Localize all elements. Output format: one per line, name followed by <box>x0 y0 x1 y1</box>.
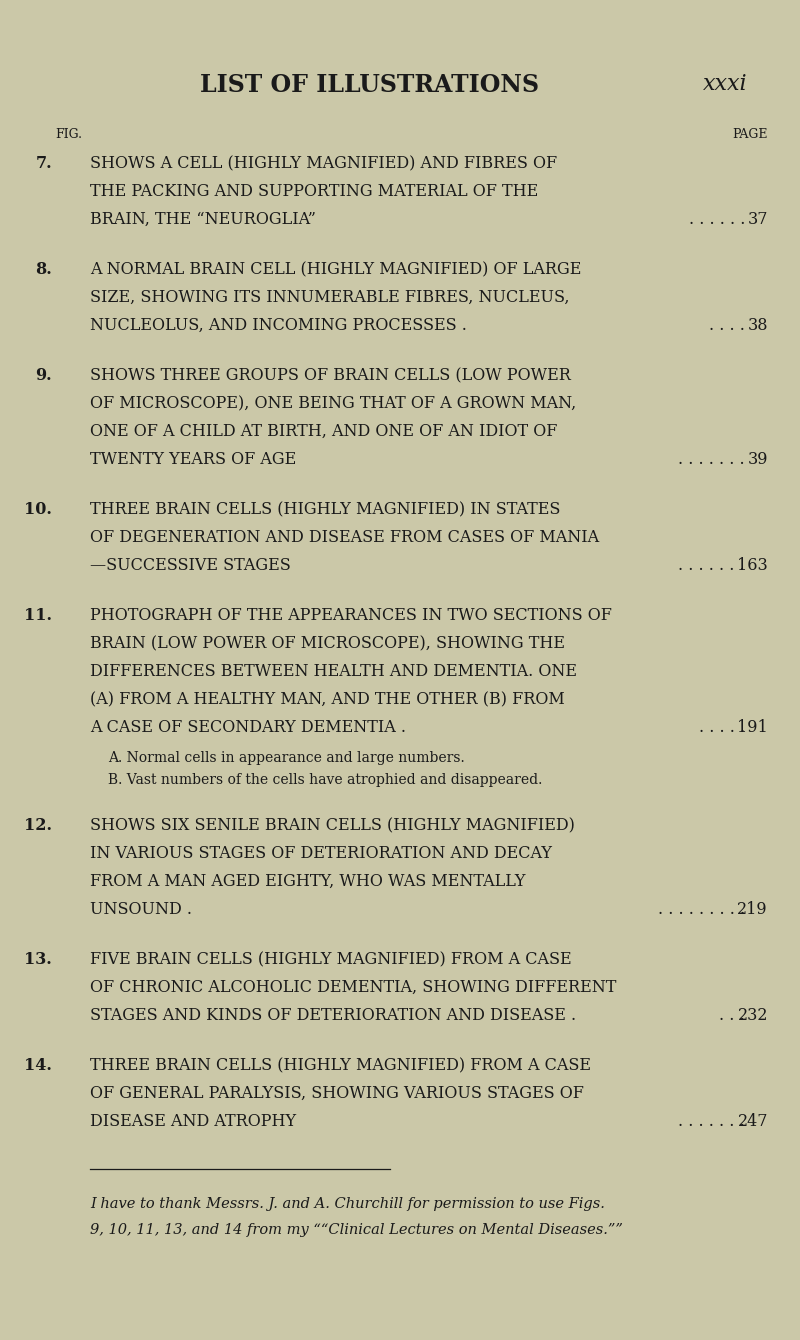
Text: ONE OF A CHILD AT BIRTH, AND ONE OF AN IDIOT OF: ONE OF A CHILD AT BIRTH, AND ONE OF AN I… <box>90 423 558 440</box>
Text: . . . .: . . . . <box>709 318 745 334</box>
Text: LIST OF ILLUSTRATIONS: LIST OF ILLUSTRATIONS <box>201 72 539 96</box>
Text: 38: 38 <box>747 318 768 334</box>
Text: NUCLEOLUS, AND INCOMING PROCESSES .: NUCLEOLUS, AND INCOMING PROCESSES . <box>90 318 467 334</box>
Text: SHOWS A CELL (HIGHLY MAGNIFIED) AND FIBRES OF: SHOWS A CELL (HIGHLY MAGNIFIED) AND FIBR… <box>90 155 557 172</box>
Text: 10.: 10. <box>24 501 52 519</box>
Text: A. Normal cells in appearance and large numbers.: A. Normal cells in appearance and large … <box>108 750 465 765</box>
Text: —SUCCESSIVE STAGES: —SUCCESSIVE STAGES <box>90 557 290 574</box>
Text: FROM A MAN AGED EIGHTY, WHO WAS MENTALLY: FROM A MAN AGED EIGHTY, WHO WAS MENTALLY <box>90 872 526 890</box>
Text: A NORMAL BRAIN CELL (HIGHLY MAGNIFIED) OF LARGE: A NORMAL BRAIN CELL (HIGHLY MAGNIFIED) O… <box>90 261 582 277</box>
Text: DISEASE AND ATROPHY: DISEASE AND ATROPHY <box>90 1114 296 1130</box>
Text: OF MICROSCOPE), ONE BEING THAT OF A GROWN MAN,: OF MICROSCOPE), ONE BEING THAT OF A GROW… <box>90 395 576 411</box>
Text: 13.: 13. <box>24 951 52 967</box>
Text: . . . . . . . . .: . . . . . . . . . <box>658 900 745 918</box>
Text: 12.: 12. <box>24 817 52 833</box>
Text: FIVE BRAIN CELLS (HIGHLY MAGNIFIED) FROM A CASE: FIVE BRAIN CELLS (HIGHLY MAGNIFIED) FROM… <box>90 951 572 967</box>
Text: THE PACKING AND SUPPORTING MATERIAL OF THE: THE PACKING AND SUPPORTING MATERIAL OF T… <box>90 184 538 200</box>
Text: 14.: 14. <box>24 1057 52 1073</box>
Text: SHOWS SIX SENILE BRAIN CELLS (HIGHLY MAGNIFIED): SHOWS SIX SENILE BRAIN CELLS (HIGHLY MAG… <box>90 817 575 833</box>
Text: (A) FROM A HEALTHY MAN, AND THE OTHER (B) FROM: (A) FROM A HEALTHY MAN, AND THE OTHER (B… <box>90 691 565 708</box>
Text: . . . . . . .: . . . . . . . <box>678 557 745 574</box>
Text: OF DEGENERATION AND DISEASE FROM CASES OF MANIA: OF DEGENERATION AND DISEASE FROM CASES O… <box>90 529 599 545</box>
Text: . . . . . . .: . . . . . . . <box>678 1114 745 1130</box>
Text: 9.: 9. <box>35 367 52 385</box>
Text: STAGES AND KINDS OF DETERIORATION AND DISEASE .: STAGES AND KINDS OF DETERIORATION AND DI… <box>90 1006 576 1024</box>
Text: I have to thank Messrs. J. and A. Churchill for permission to use Figs.: I have to thank Messrs. J. and A. Church… <box>90 1197 605 1211</box>
Text: PHOTOGRAPH OF THE APPEARANCES IN TWO SECTIONS OF: PHOTOGRAPH OF THE APPEARANCES IN TWO SEC… <box>90 607 612 624</box>
Text: IN VARIOUS STAGES OF DETERIORATION AND DECAY: IN VARIOUS STAGES OF DETERIORATION AND D… <box>90 846 552 862</box>
Text: 7.: 7. <box>35 155 52 172</box>
Text: SHOWS THREE GROUPS OF BRAIN CELLS (LOW POWER: SHOWS THREE GROUPS OF BRAIN CELLS (LOW P… <box>90 367 571 385</box>
Text: 191: 191 <box>738 720 768 736</box>
Text: 8.: 8. <box>35 261 52 277</box>
Text: DIFFERENCES BETWEEN HEALTH AND DEMENTIA. ONE: DIFFERENCES BETWEEN HEALTH AND DEMENTIA.… <box>90 663 577 679</box>
Text: 232: 232 <box>738 1006 768 1024</box>
Text: THREE BRAIN CELLS (HIGHLY MAGNIFIED) FROM A CASE: THREE BRAIN CELLS (HIGHLY MAGNIFIED) FRO… <box>90 1057 591 1073</box>
Text: OF CHRONIC ALCOHOLIC DEMENTIA, SHOWING DIFFERENT: OF CHRONIC ALCOHOLIC DEMENTIA, SHOWING D… <box>90 980 616 996</box>
Text: SIZE, SHOWING ITS INNUMERABLE FIBRES, NUCLEUS,: SIZE, SHOWING ITS INNUMERABLE FIBRES, NU… <box>90 289 570 306</box>
Text: THREE BRAIN CELLS (HIGHLY MAGNIFIED) IN STATES: THREE BRAIN CELLS (HIGHLY MAGNIFIED) IN … <box>90 501 560 519</box>
Text: FIG.: FIG. <box>55 129 82 141</box>
Text: PAGE: PAGE <box>733 129 768 141</box>
Text: B. Vast numbers of the cells have atrophied and disappeared.: B. Vast numbers of the cells have atroph… <box>108 773 542 787</box>
Text: 9, 10, 11, 13, and 14 from my ““Clinical Lectures on Mental Diseases.””: 9, 10, 11, 13, and 14 from my ““Clinical… <box>90 1223 623 1237</box>
Text: 247: 247 <box>738 1114 768 1130</box>
Text: 37: 37 <box>747 210 768 228</box>
Text: 163: 163 <box>738 557 768 574</box>
Text: xxxi: xxxi <box>703 72 748 95</box>
Text: UNSOUND .: UNSOUND . <box>90 900 192 918</box>
Text: . . . . .: . . . . . <box>699 720 745 736</box>
Text: . . . . . .: . . . . . . <box>689 210 745 228</box>
Text: 39: 39 <box>747 452 768 468</box>
Text: BRAIN, THE “NEUROGLIA”: BRAIN, THE “NEUROGLIA” <box>90 210 316 228</box>
Text: BRAIN (LOW POWER OF MICROSCOPE), SHOWING THE: BRAIN (LOW POWER OF MICROSCOPE), SHOWING… <box>90 635 565 653</box>
Text: 219: 219 <box>738 900 768 918</box>
Text: OF GENERAL PARALYSIS, SHOWING VARIOUS STAGES OF: OF GENERAL PARALYSIS, SHOWING VARIOUS ST… <box>90 1085 584 1101</box>
Text: A CASE OF SECONDARY DEMENTIA .: A CASE OF SECONDARY DEMENTIA . <box>90 720 406 736</box>
Text: . . . . . . .: . . . . . . . <box>678 452 745 468</box>
Text: TWENTY YEARS OF AGE: TWENTY YEARS OF AGE <box>90 452 296 468</box>
Text: . . .: . . . <box>719 1006 745 1024</box>
Text: 11.: 11. <box>24 607 52 624</box>
